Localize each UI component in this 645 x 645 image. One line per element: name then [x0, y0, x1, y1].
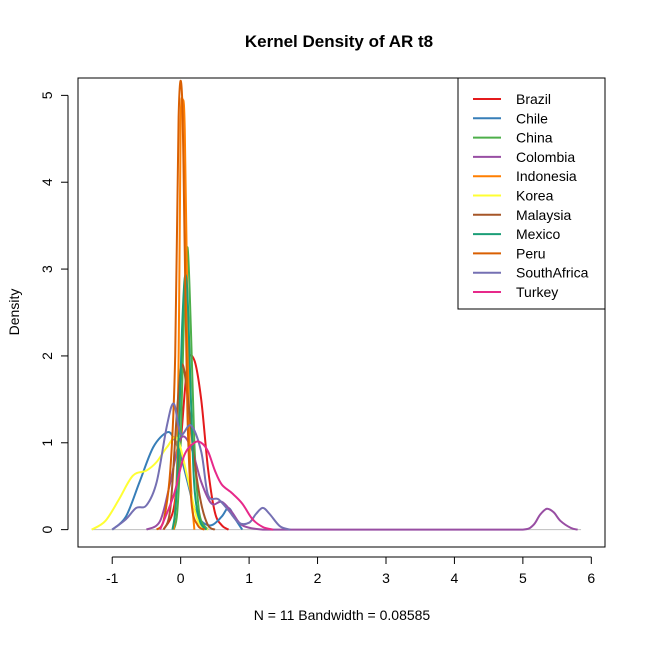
legend-label-china: China: [516, 130, 553, 146]
y-tick-label: 3: [39, 265, 55, 273]
y-tick-label: 5: [39, 91, 55, 99]
x-tick-label: 1: [245, 570, 253, 586]
series-lines: [91, 79, 578, 531]
legend-label-colombia: Colombia: [516, 149, 575, 165]
y-tick-label: 4: [39, 178, 55, 186]
legend-label-turkey: Turkey: [516, 284, 558, 300]
axes: -1 0 1 2 3 4 5 6 0 1 2 3 4 5: [39, 91, 595, 586]
legend-label-peru: Peru: [516, 245, 546, 261]
x-tick-label: 6: [587, 570, 595, 586]
x-tick-label: 3: [382, 570, 390, 586]
legend: Brazil Chile China Colombia Indonesia Korea Ma…: [457, 77, 606, 310]
x-tick-label: 0: [177, 570, 185, 586]
series-line-southafrica: [111, 402, 291, 531]
legend-label-southafrica: SouthAfrica: [516, 265, 589, 281]
chart-title: Kernel Density of AR t8: [245, 32, 433, 51]
x-axis-label: N = 11 Bandwidth = 0.08585: [254, 607, 431, 623]
plot-frame: [77, 77, 606, 548]
series-line-turkey: [159, 440, 274, 531]
y-tick-label: 2: [39, 352, 55, 360]
series-line-mexico: [171, 274, 208, 531]
series-line-colombia: [145, 435, 578, 531]
x-tick-label: -1: [106, 570, 119, 586]
legend-label-chile: Chile: [516, 110, 548, 126]
legend-label-malaysia: Malaysia: [516, 207, 571, 223]
series-line-peru: [155, 79, 206, 531]
legend-label-brazil: Brazil: [516, 91, 551, 107]
legend-label-indonesia: Indonesia: [516, 168, 577, 184]
x-tick-label: 2: [314, 570, 322, 586]
x-tick-label: 4: [451, 570, 459, 586]
y-tick-label: 1: [39, 439, 55, 447]
legend-label-mexico: Mexico: [516, 226, 561, 242]
y-axis-label: Density: [6, 289, 22, 336]
x-tick-label: 5: [519, 570, 527, 586]
legend-label-korea: Korea: [516, 188, 554, 204]
y-tick-label: 0: [39, 526, 55, 534]
legend-box: [457, 77, 606, 310]
